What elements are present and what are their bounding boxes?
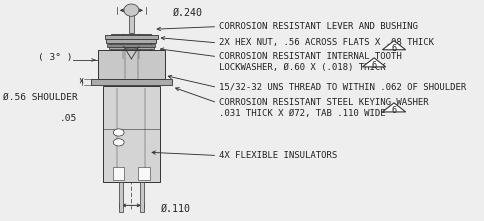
Text: Ø.56 SHOULDER: Ø.56 SHOULDER xyxy=(3,93,77,102)
Text: Ø.240: Ø.240 xyxy=(172,8,202,18)
Bar xyxy=(138,166,150,180)
Text: CORROSION RESISTANT LEVER AND BUSHING: CORROSION RESISTANT LEVER AND BUSHING xyxy=(218,22,417,31)
Polygon shape xyxy=(381,41,405,50)
Bar xyxy=(119,182,123,211)
Bar xyxy=(103,86,159,182)
Bar xyxy=(98,50,164,79)
Bar xyxy=(108,47,154,50)
Text: 2X HEX NUT, .56 ACROSS FLATS X .08 THICK: 2X HEX NUT, .56 ACROSS FLATS X .08 THICK xyxy=(218,38,433,47)
Text: Ø.110: Ø.110 xyxy=(161,204,190,214)
Bar xyxy=(106,39,156,43)
Bar xyxy=(91,79,172,85)
Text: CORROSION RESISTANT INTERNAL TOOTH: CORROSION RESISTANT INTERNAL TOOTH xyxy=(218,52,400,61)
Ellipse shape xyxy=(113,139,124,146)
Text: LOCKWASHER, Ø.60 X (.018) THICK: LOCKWASHER, Ø.60 X (.018) THICK xyxy=(218,63,384,72)
Text: CORROSION RESISTANT STEEL KEYING WASHER: CORROSION RESISTANT STEEL KEYING WASHER xyxy=(218,98,427,107)
Bar xyxy=(107,44,155,47)
Text: 15/32-32 UNS THREAD TO WITHIN .062 OF SHOULDER: 15/32-32 UNS THREAD TO WITHIN .062 OF SH… xyxy=(218,83,465,92)
Bar xyxy=(128,6,134,32)
Text: 6: 6 xyxy=(391,44,396,53)
Polygon shape xyxy=(381,103,405,112)
Text: ( 3° ): ( 3° ) xyxy=(38,53,73,62)
Polygon shape xyxy=(362,58,385,67)
Ellipse shape xyxy=(113,129,124,136)
Text: 6: 6 xyxy=(371,61,376,70)
Text: .031 THICK X Ø72, TAB .110 WIDE: .031 THICK X Ø72, TAB .110 WIDE xyxy=(218,109,384,118)
Bar xyxy=(112,166,124,180)
Bar xyxy=(139,182,144,211)
Bar xyxy=(105,35,157,39)
Ellipse shape xyxy=(124,4,138,16)
Bar xyxy=(111,34,151,59)
Text: 6: 6 xyxy=(391,106,396,115)
Text: .05: .05 xyxy=(60,114,76,123)
Text: 4X FLEXIBLE INSULATORS: 4X FLEXIBLE INSULATORS xyxy=(218,151,336,160)
